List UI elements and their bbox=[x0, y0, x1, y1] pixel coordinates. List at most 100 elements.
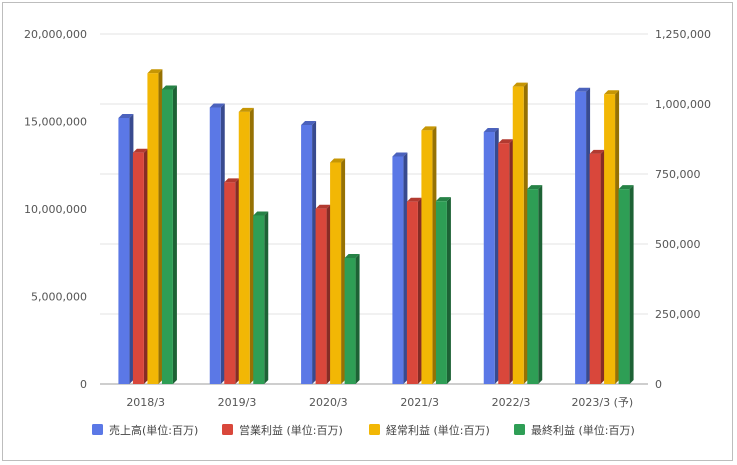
bar-top bbox=[315, 204, 331, 209]
bar-side bbox=[523, 82, 528, 384]
bar-side bbox=[586, 87, 591, 384]
bar-top bbox=[406, 197, 422, 202]
x-tick-label: 2019/3 bbox=[218, 396, 257, 409]
left-tick-label: 10,000,000 bbox=[24, 203, 87, 216]
bar-top bbox=[132, 148, 148, 153]
legend-swatch bbox=[369, 424, 380, 435]
bar-side bbox=[600, 149, 605, 384]
bar-side bbox=[446, 197, 451, 384]
bar[interactable] bbox=[118, 114, 134, 384]
bar-top bbox=[498, 139, 514, 144]
bar-front bbox=[512, 86, 524, 384]
bar-front bbox=[209, 107, 221, 384]
bar-side bbox=[629, 185, 634, 384]
right-axis-ticks: 0 250,000 500,000 750,000 1,000,000 1,250,000 bbox=[655, 28, 711, 391]
bar[interactable] bbox=[406, 197, 422, 384]
bar-top bbox=[421, 126, 437, 131]
bar[interactable] bbox=[483, 128, 499, 384]
bar-top bbox=[512, 82, 528, 87]
bar-side bbox=[264, 211, 269, 384]
gridlines bbox=[100, 33, 648, 385]
bar-top bbox=[575, 87, 591, 92]
bar[interactable] bbox=[253, 211, 269, 384]
bar[interactable] bbox=[315, 204, 331, 384]
bar-front bbox=[132, 152, 144, 384]
x-tick-label: 2022/3 bbox=[492, 396, 531, 409]
bar-side bbox=[417, 197, 422, 384]
bar-side bbox=[235, 178, 240, 384]
x-tick-label: 2020/3 bbox=[309, 396, 348, 409]
legend-label: 最終利益 (単位:百万) bbox=[531, 423, 635, 437]
bar-side bbox=[432, 126, 437, 384]
bar-side bbox=[326, 204, 331, 384]
bars bbox=[118, 69, 634, 385]
bar-top bbox=[344, 254, 360, 258]
bar-front bbox=[238, 111, 250, 384]
bar[interactable] bbox=[344, 254, 360, 384]
legend-item[interactable]: 最終利益 (単位:百万) bbox=[514, 423, 635, 437]
legend-item[interactable]: 営業利益 (単位:百万) bbox=[222, 423, 343, 437]
bar[interactable] bbox=[301, 121, 317, 384]
bar[interactable] bbox=[209, 103, 225, 385]
bar-side bbox=[615, 90, 620, 384]
bar-top bbox=[618, 185, 634, 190]
legend-swatch bbox=[222, 424, 233, 435]
bar-side bbox=[172, 85, 177, 384]
bar-side bbox=[355, 254, 360, 384]
bar[interactable] bbox=[132, 148, 148, 384]
bar-side bbox=[312, 121, 317, 384]
bar-top bbox=[253, 211, 269, 216]
bar-front bbox=[527, 189, 539, 384]
left-tick-label: 5,000,000 bbox=[31, 291, 87, 304]
bar[interactable] bbox=[421, 126, 437, 384]
legend[interactable]: 売上高(単位:百万) 営業利益 (単位:百万) 経常利益 (単位:百万) 最終利益 (… bbox=[92, 423, 635, 437]
bar-top bbox=[483, 128, 499, 132]
bar-front bbox=[483, 132, 495, 384]
right-tick-label: 1,250,000 bbox=[655, 28, 711, 41]
bar-top bbox=[224, 178, 240, 183]
bar[interactable] bbox=[618, 185, 634, 384]
bar-front bbox=[589, 153, 601, 384]
bar-side bbox=[220, 103, 225, 384]
bar-front bbox=[435, 201, 447, 384]
bar-top bbox=[330, 158, 346, 163]
left-axis-ticks: 0 5,000,000 10,000,000 15,000,000 20,000,000 bbox=[24, 28, 87, 391]
bar[interactable] bbox=[224, 178, 240, 384]
bar-front bbox=[421, 130, 433, 384]
bar[interactable] bbox=[575, 87, 591, 384]
bar[interactable] bbox=[435, 197, 451, 384]
bar[interactable] bbox=[147, 69, 163, 384]
bar-front bbox=[344, 258, 356, 384]
bar-top bbox=[435, 197, 451, 202]
bar-front bbox=[301, 125, 313, 384]
bar-top bbox=[301, 121, 317, 125]
bar-front bbox=[161, 89, 173, 384]
bar-top bbox=[147, 69, 163, 74]
bar[interactable] bbox=[512, 82, 528, 384]
legend-item[interactable]: 売上高(単位:百万) bbox=[92, 423, 198, 437]
bar-side bbox=[129, 114, 134, 384]
bar-side bbox=[143, 148, 148, 384]
x-axis-labels: 2018/3 2019/3 2020/3 2021/3 2022/3 2023/3 (予) bbox=[126, 396, 633, 409]
legend-label: 売上高(単位:百万) bbox=[109, 423, 198, 437]
right-tick-label: 1,000,000 bbox=[655, 98, 711, 111]
bar[interactable] bbox=[161, 85, 177, 384]
bar[interactable] bbox=[589, 149, 605, 384]
legend-item[interactable]: 経常利益 (単位:百万) bbox=[369, 423, 490, 437]
x-tick-label: 2018/3 bbox=[126, 396, 165, 409]
bar-front bbox=[392, 156, 404, 384]
bar[interactable] bbox=[527, 185, 543, 384]
bar[interactable] bbox=[498, 139, 514, 384]
bar-top bbox=[238, 107, 254, 112]
bar[interactable] bbox=[330, 158, 346, 384]
bar-side bbox=[158, 69, 163, 384]
x-tick-label: 2023/3 (予) bbox=[571, 396, 633, 409]
bar[interactable] bbox=[392, 152, 408, 385]
bar[interactable] bbox=[604, 90, 620, 384]
bar-side bbox=[538, 185, 543, 384]
bar[interactable] bbox=[238, 107, 254, 384]
bar-front bbox=[604, 94, 616, 384]
bar-top bbox=[589, 149, 605, 154]
legend-swatch bbox=[514, 424, 525, 435]
